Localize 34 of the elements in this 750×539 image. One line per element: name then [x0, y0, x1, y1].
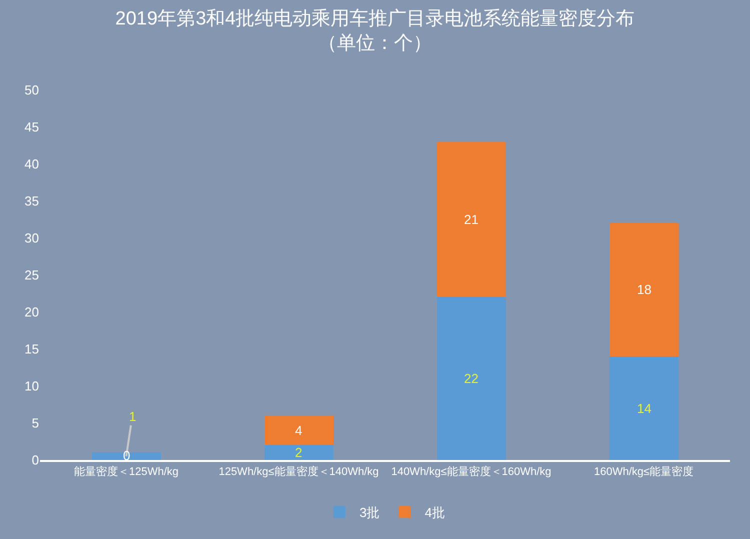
chart-title: 2019年第3和4批纯电动乘用车推广目录电池系统能量密度分布: [115, 7, 635, 30]
bar: [436, 142, 506, 298]
data-label: 21: [464, 212, 478, 227]
x-tick-label: 140Wh/kg≤能量密度＜160Wh/kg: [391, 464, 552, 478]
data-label: 1: [129, 409, 136, 424]
data-label: 14: [637, 401, 652, 416]
x-tick-label: 能量密度＜125Wh/kg: [74, 464, 179, 478]
data-label: 22: [464, 371, 478, 386]
x-tick-label: 125Wh/kg≤能量密度＜140Wh/kg: [218, 464, 379, 478]
bar: [264, 445, 334, 460]
y-tick-label: 45: [24, 120, 39, 135]
y-tick-label: 20: [24, 304, 39, 320]
y-tick-label: 50: [24, 82, 39, 98]
y-tick-label: 40: [24, 156, 39, 172]
bar: [609, 223, 678, 356]
bar: [92, 452, 161, 460]
y-tick-label: 0: [32, 452, 39, 468]
chart-subtitle: （单位：个）: [318, 32, 432, 54]
y-tick-label: 25: [24, 268, 39, 283]
data-label: 18: [637, 282, 652, 297]
data-label: 2: [295, 445, 302, 460]
bar: [264, 416, 334, 446]
bar: [609, 356, 678, 460]
legend-label: 3批: [360, 505, 380, 520]
legend-label: 4批: [424, 505, 445, 520]
x-tick-label: 160Wh/kg≤能量密度: [594, 464, 694, 478]
y-tick-label: 35: [24, 194, 39, 209]
bar: [436, 297, 506, 460]
y-tick-label: 30: [24, 230, 39, 246]
data-label: 4: [295, 423, 302, 438]
data-label: 0: [123, 448, 130, 463]
y-tick-label: 10: [24, 378, 39, 394]
y-tick-label: 15: [24, 342, 39, 357]
y-tick-label: 5: [32, 416, 39, 431]
